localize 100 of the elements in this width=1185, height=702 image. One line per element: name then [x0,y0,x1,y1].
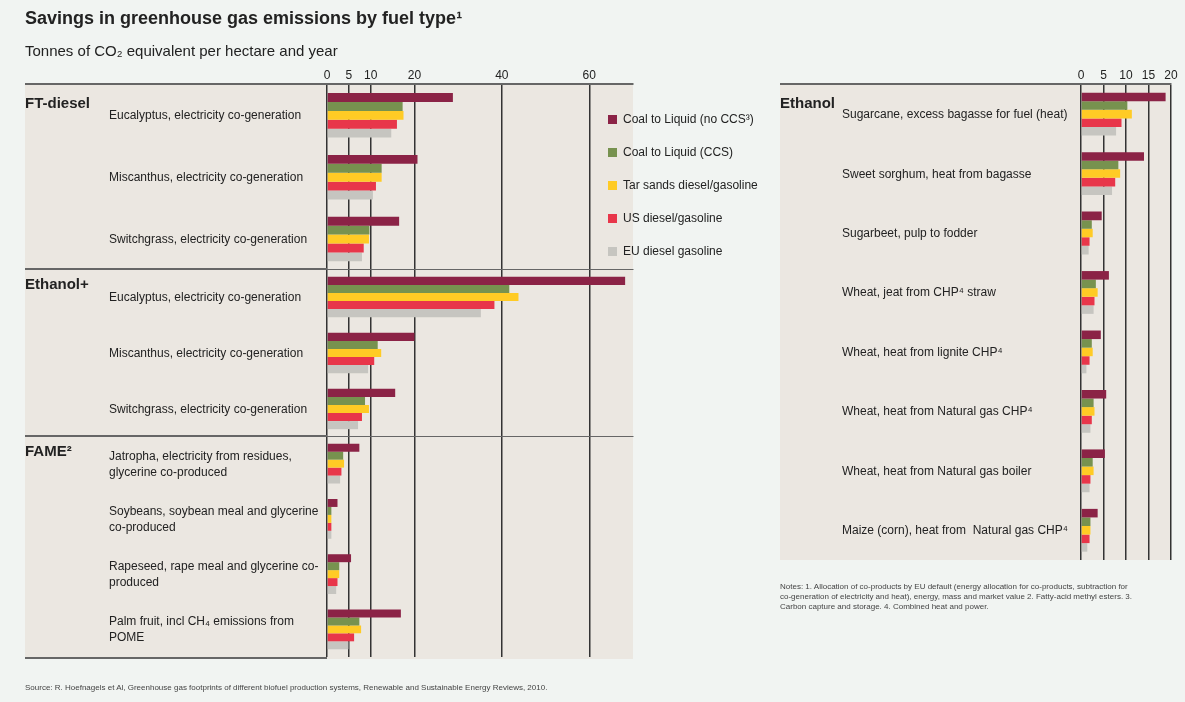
bar [327,234,369,244]
bar [1081,177,1116,187]
x-tick-label: 60 [582,67,597,82]
bar [1081,160,1119,170]
y-axis-title: Ethanol [780,94,835,111]
bar [1081,457,1093,467]
bar [327,404,369,414]
y-tick-label: Wheat, heat from Natural gas boiler [842,462,1033,479]
bar [327,128,392,138]
bar [1081,126,1117,136]
y-tick-label: Wheat, heat from lignite CHP⁴ [842,343,1004,360]
y-tick-label: Sugarbeet, pulp to fodder [842,225,979,242]
bar [327,348,382,358]
x-tick-label: 10 [1119,67,1133,82]
bar [327,216,400,226]
bar [1081,347,1093,357]
bar [327,309,481,318]
y-tick-label: Sugarcane, excess bagasse for fuel (heat) [842,106,1069,123]
y-tick-label: Eucalyptus, electricity co-generation [109,107,303,124]
legend-label: US diesel/gasoline [623,211,723,225]
bar [327,243,364,253]
x-tick-label: 0 [323,67,331,82]
bar [327,421,359,430]
bar [327,292,519,302]
bar [327,365,369,374]
bar [1081,245,1089,255]
bar [1081,517,1091,526]
bar [327,181,376,191]
bar [1081,237,1090,246]
bar [1081,475,1091,484]
legend-label: Coal to Liquid (no CCS³) [623,112,754,126]
x-tick-label: 15 [1141,67,1156,82]
bar [327,119,397,129]
bar [1081,220,1092,229]
bar [1081,415,1092,425]
bar [1081,118,1122,127]
bar [1081,407,1095,416]
bar [327,276,626,285]
bar [1081,305,1094,314]
x-tick-label: 5 [1100,67,1108,82]
bar [327,357,375,366]
bar [1081,339,1092,348]
y-tick-label: Palm fruit, incl CH₄ emissions from POME [109,613,295,646]
y-tick-label: Soybeans, soybean meal and glycerine co-produced [109,502,320,535]
bar [327,498,338,507]
y-tick-label: Maize (corn), heat from Natural gas CHP⁴ [842,522,1069,539]
bar [327,340,378,349]
bar [1081,508,1098,518]
bar [327,163,382,173]
bar [327,101,403,111]
x-tick-label: 0 [1077,67,1085,82]
bar [1081,211,1102,221]
bar [327,154,418,164]
bar [1081,466,1094,476]
text: Tonnes of CO₂ equivalent per hectare and year [25,42,338,59]
bar [1081,279,1096,289]
bar [1081,449,1105,458]
y-tick-label: Switchgrass, electricity co-generation [109,401,309,417]
bar [1081,169,1121,178]
y-tick-label: Wheat, jeat from CHP⁴ straw [842,284,997,301]
bar [327,443,360,452]
x-tick-label: 40 [495,67,509,82]
bar [327,93,453,102]
bar [327,467,342,476]
x-tick-label: 5 [345,67,353,82]
legend-label: EU diesel gasoline [623,244,723,258]
y-axis-title: Ethanol+ [25,275,89,292]
y-axis-title: FT-diesel [25,94,91,111]
x-tick-label: 20 [1164,67,1178,82]
bar [327,578,338,587]
bar [1081,92,1166,102]
x-tick-label: 10 [364,67,378,82]
bar [1081,534,1090,544]
text: Notes: 1. Allocation of co-products by EU default (energy allocation for co-products, subtraction for co-generation of electricity and heat), energy, mass and market value 2. Fatty-acid methyl esters. 3. Carbon capture and storage. 4. Combined heat and power. [780,582,1133,612]
bar [327,388,396,397]
bar [1081,296,1095,306]
y-tick-label: Miscanthus, electricity co-generation [109,345,305,361]
y-tick-label: Eucalyptus, electricity co-generation [109,289,303,305]
bar [327,459,345,468]
bar [327,301,495,310]
bar [1081,398,1094,408]
bar [327,451,344,460]
bar [1081,543,1088,552]
bar [327,554,352,563]
chart-title: Savings in greenhouse gas emissions by fuel type¹ [25,8,463,29]
bar [327,110,404,120]
bar [327,570,340,579]
bar [1081,271,1109,280]
y-tick-label: Sweet sorghum, heat from bagasse [842,165,1033,182]
bar [327,332,415,341]
bar [327,633,355,642]
legend-label: Tar sands diesel/gasoline [623,178,758,192]
bar [1081,483,1090,493]
bar [1081,101,1128,110]
bar [327,562,340,571]
legend-label: Coal to Liquid (CCS) [623,145,734,159]
bar [1081,228,1093,238]
y-tick-label: Switchgrass, electricity co-generation [109,231,309,248]
y-axis-title: FAME² [25,442,72,459]
bar [327,225,370,235]
